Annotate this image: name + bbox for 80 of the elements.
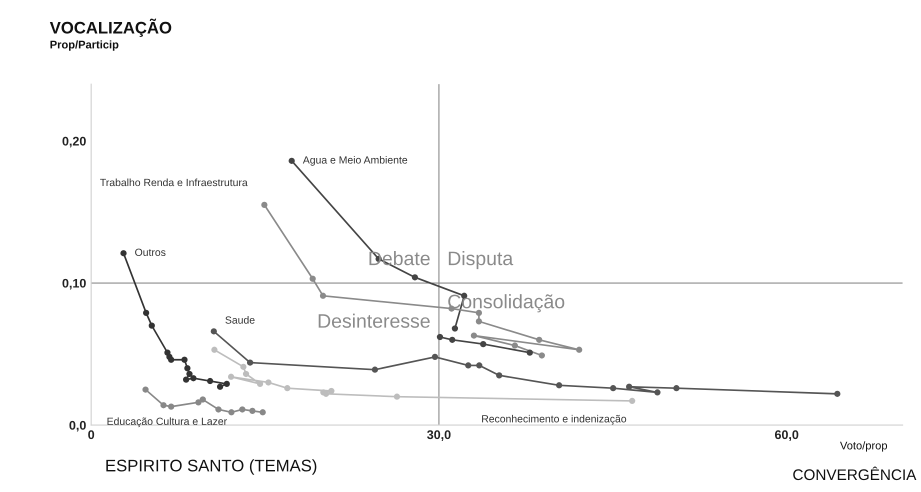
point [246,359,254,366]
point [215,406,222,413]
annotation: Disputa [448,251,514,270]
point [142,310,150,316]
series-label: Reconhecimento e indenização [482,414,626,425]
text: VOCALIZAÇÃO [50,18,172,37]
point [394,394,400,400]
point [260,409,266,416]
point [476,318,482,325]
y-tick-label: 0,10 [62,278,86,290]
point [181,356,188,363]
point [320,292,326,299]
point [164,350,171,356]
point [449,336,456,343]
point [256,380,264,388]
point [476,362,482,369]
series-label: Educação Cultura e Lazer [108,417,227,428]
point [184,365,191,372]
point [186,370,193,378]
point [120,250,127,256]
text: CONVERGÊNCIA [793,466,916,480]
point [412,274,418,280]
point [629,398,636,404]
point [206,378,214,384]
x-axis-title: Voto/prop [840,441,888,452]
point [190,375,197,382]
point [224,380,230,388]
point [538,352,545,359]
y-tick-label: 0,20 [62,136,86,148]
point [288,158,295,164]
point [480,340,486,348]
point [168,356,174,363]
point [195,399,202,406]
text: ESPIRITO SANTO (TEMAS) [106,459,316,475]
point [284,385,290,392]
y-axis-title: Prop/Particip [50,40,118,51]
point [142,386,149,393]
point [160,402,167,408]
y-tick-label: 0,0 [69,420,86,432]
point [148,322,155,329]
series-label: Agua e Meio Ambiente [302,156,408,166]
point [436,334,444,340]
point [242,370,250,378]
point [432,354,438,360]
x-tick-label: 30,0 [427,430,451,441]
point [470,332,478,339]
series-label: Saude [225,316,255,324]
point [452,325,458,332]
point [372,366,378,373]
point [182,376,190,383]
point [654,389,661,396]
point [576,346,582,353]
point [168,403,174,410]
point [261,202,268,208]
text: Trabalho Renda e Infraestrutura [100,178,248,186]
point [496,372,502,378]
point [200,396,206,403]
point [211,346,218,353]
point [328,388,334,394]
x-tick-label: 60,0 [774,430,798,441]
point [673,385,680,392]
point [228,409,235,416]
point [249,408,256,414]
point [310,276,316,282]
point [210,328,217,334]
point [834,390,840,397]
annotation: Desinteresse [318,314,430,328]
point [240,364,246,370]
series-label: Outros [135,248,166,256]
point [265,379,272,386]
point [526,350,533,356]
point [239,406,246,413]
point [512,342,518,349]
point [610,385,616,392]
point [465,362,472,369]
point [228,374,234,380]
point [536,336,542,343]
x-tick-label: 0 [88,430,94,440]
point [556,382,562,388]
point [216,384,224,390]
